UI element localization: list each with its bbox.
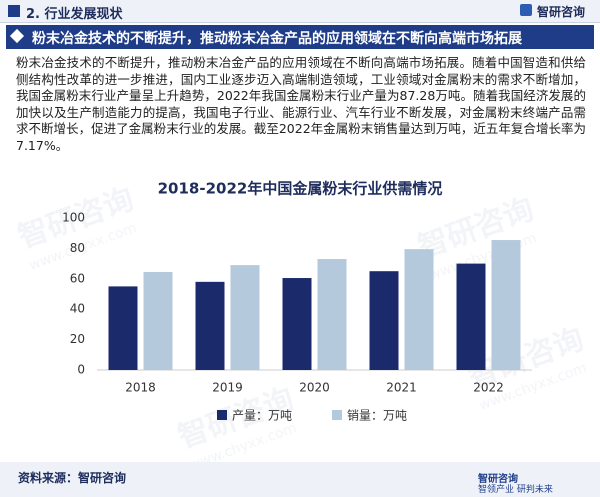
bar [369, 271, 399, 370]
legend-swatch [332, 410, 342, 420]
bar [230, 265, 260, 370]
bar [282, 278, 312, 370]
x-tick-label: 2018 [125, 381, 156, 395]
chart-title: 2018-2022年中国金属粉末行业供需情况 [158, 180, 443, 198]
y-tick-label: 20 [70, 332, 85, 346]
paragraph: 粉末冶金技术的不断提升，推动粉末冶金产品的应用领域在不断向高端市场拓展。随着中国… [16, 55, 586, 153]
section-title: 2. 行业发展现状 [26, 7, 123, 22]
y-tick-label: 40 [70, 302, 85, 316]
bar [317, 259, 347, 370]
legend-label: 产量：万吨 [232, 409, 292, 423]
footer-brand: 智研咨询 [478, 474, 518, 485]
x-tick-label: 2020 [299, 381, 330, 395]
bar [143, 271, 173, 370]
section-icon [8, 5, 20, 17]
bar [491, 240, 521, 370]
legend-label: 销量：万吨 [347, 409, 407, 423]
brand: 智研咨询 [537, 5, 586, 19]
y-tick-label: 100 [62, 211, 85, 225]
footer-bar [0, 462, 600, 497]
x-tick-label: 2021 [386, 381, 417, 395]
x-tick-label: 2022 [473, 381, 504, 395]
bar [108, 286, 138, 370]
brand-logo [520, 4, 532, 16]
header-bar [0, 0, 600, 23]
banner [6, 25, 594, 49]
x-tick-label: 2019 [212, 381, 243, 395]
bar [404, 249, 434, 370]
banner-text: 粉末冶金技术的不断提升，推动粉末冶金产品的应用领域在不断向高端市场拓展 [32, 31, 522, 47]
y-tick-label: 80 [70, 241, 85, 255]
footer-slogan: 智领产业 研判未来 [478, 485, 553, 495]
legend-swatch [217, 410, 227, 420]
y-tick-label: 0 [77, 363, 85, 377]
bar [456, 263, 486, 370]
source: 资料来源：智研咨询 [18, 471, 127, 485]
y-tick-label: 60 [70, 271, 85, 285]
bar [195, 281, 225, 370]
